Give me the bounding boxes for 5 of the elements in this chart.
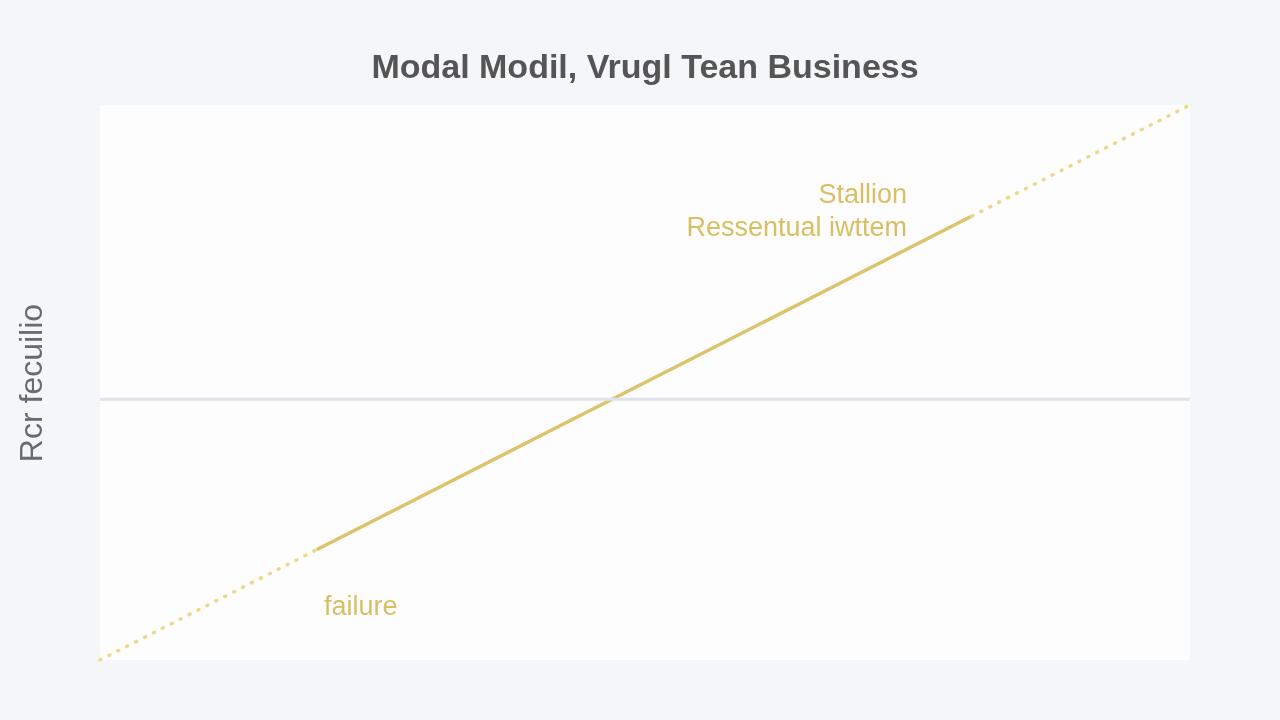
annotation: Stallion — [818, 179, 907, 209]
annotation: Ressentual iwttem — [686, 212, 907, 242]
annotation: failure — [324, 591, 398, 621]
y-axis-title: Rcr fecuilio — [12, 303, 49, 463]
chart-title: Modal Modil, Vrugl Tean Business — [371, 47, 919, 86]
